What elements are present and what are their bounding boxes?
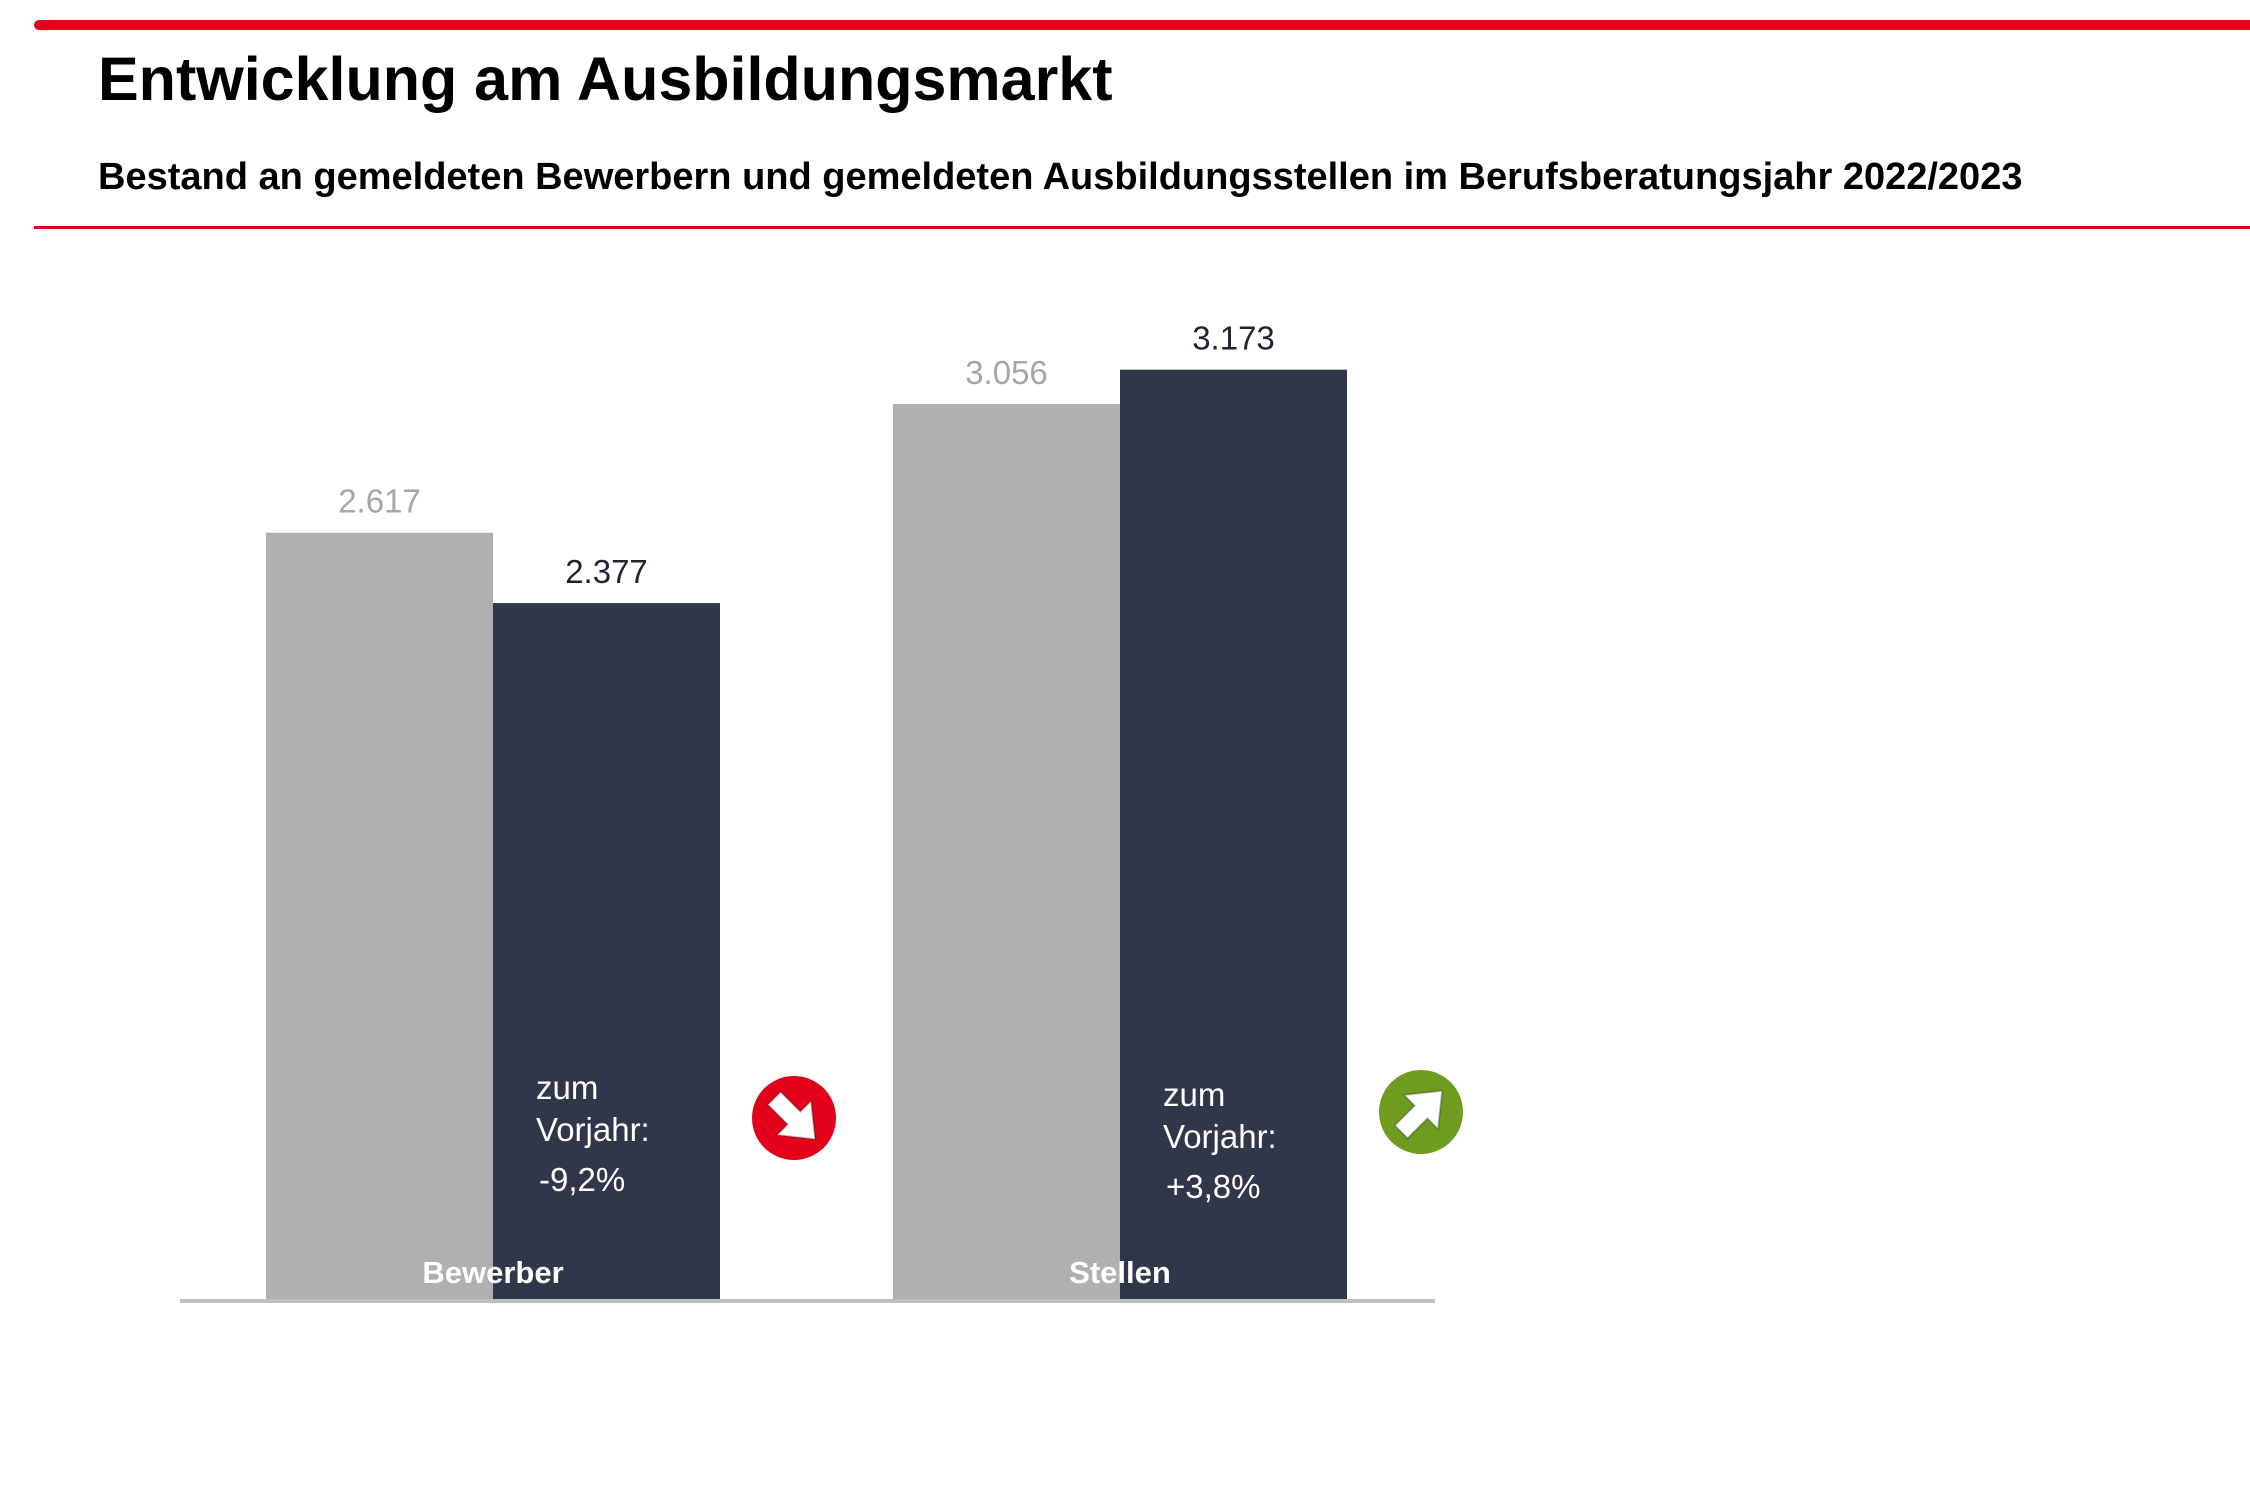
change-value-stellen: +3,8% xyxy=(1166,1168,1261,1205)
bar-stellen-series-1 xyxy=(893,403,1120,1300)
page-subtitle: Bestand an gemeldeten Bewerbern und geme… xyxy=(98,156,2023,198)
category-label-stellen: Stellen xyxy=(1069,1255,1171,1290)
arrow-down-right-icon xyxy=(752,1076,836,1160)
header-bottom-rule xyxy=(34,226,2250,229)
change-value-bewerber: -9,2% xyxy=(539,1161,625,1198)
page-title: Entwicklung am Ausbildungsmarkt xyxy=(98,45,1113,113)
arrow-up-right-icon xyxy=(1379,1070,1463,1154)
change-label-stellen-line2: Vorjahr: xyxy=(1163,1118,1277,1155)
value-label-bewerber-series-1: 2.617 xyxy=(338,483,421,520)
value-label-stellen-series-1: 3.056 xyxy=(965,354,1048,391)
change-label-stellen-line1: zum xyxy=(1163,1076,1225,1113)
bar-bewerber-series-1 xyxy=(266,532,493,1300)
bar-stellen-series-2 xyxy=(1120,369,1347,1300)
value-label-bewerber-series-2: 2.377 xyxy=(565,553,648,590)
arrow-up-right-icon-arrow xyxy=(1393,1089,1444,1140)
header-top-rule xyxy=(34,20,2250,30)
bar-bewerber-series-2 xyxy=(493,603,720,1300)
arrow-down-right-icon-arrow xyxy=(766,1090,817,1141)
category-label-bewerber: Bewerber xyxy=(422,1255,563,1290)
change-label-bewerber-line1: zum xyxy=(536,1069,598,1106)
change-label-bewerber-line2: Vorjahr: xyxy=(536,1111,650,1148)
value-label-stellen-series-2: 3.173 xyxy=(1192,320,1275,357)
